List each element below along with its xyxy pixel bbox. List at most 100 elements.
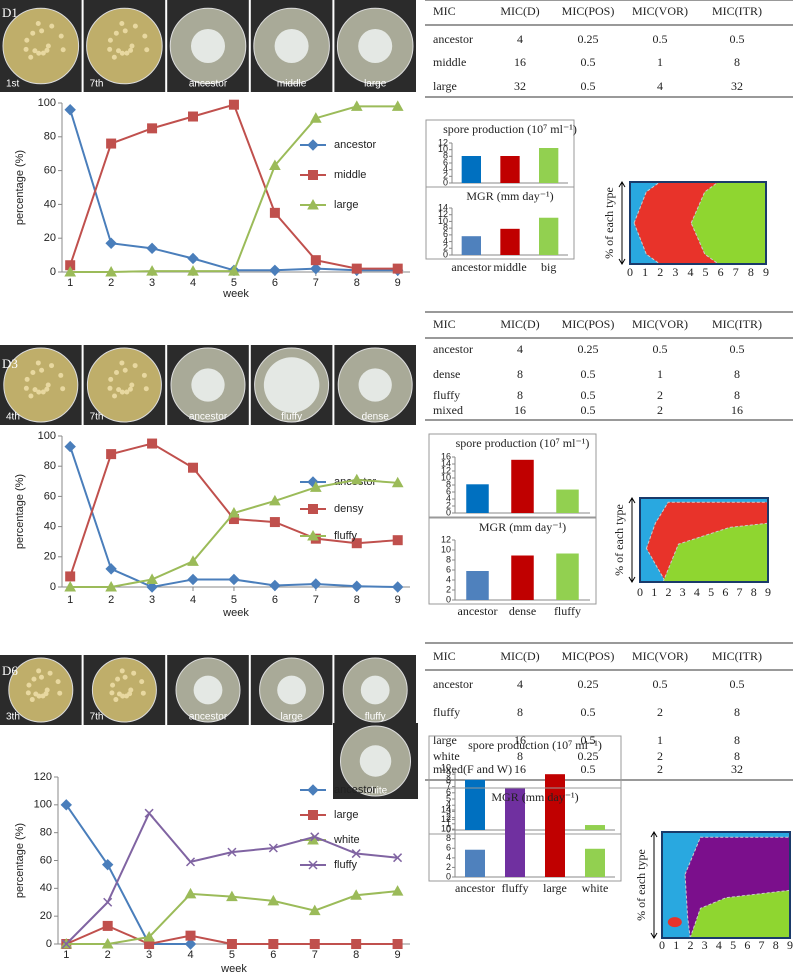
point bbox=[309, 481, 322, 492]
point bbox=[269, 264, 281, 277]
colony bbox=[107, 46, 113, 52]
colony bbox=[140, 690, 146, 696]
colony bbox=[139, 679, 145, 685]
photo-label: white bbox=[363, 786, 388, 797]
point bbox=[64, 440, 76, 453]
muller-tick-label: 7 bbox=[759, 938, 765, 952]
colony bbox=[129, 382, 135, 388]
colony bbox=[26, 682, 32, 688]
y-tick-label: 120 bbox=[34, 771, 52, 783]
x-tick-label: 5 bbox=[231, 594, 237, 606]
colony bbox=[124, 50, 130, 56]
colony bbox=[40, 389, 46, 395]
colony bbox=[58, 372, 64, 378]
point bbox=[185, 857, 196, 867]
colony bbox=[358, 368, 392, 402]
muller-tick-label: 2 bbox=[657, 265, 663, 279]
muller-region bbox=[690, 181, 767, 265]
chart-frame bbox=[428, 517, 597, 605]
table-cell: mixed(F and W) bbox=[433, 762, 512, 776]
colony bbox=[144, 47, 150, 53]
x-tick-label: 5 bbox=[231, 277, 237, 289]
muller-tick-label: 7 bbox=[733, 265, 739, 279]
y-tick-label: 2 bbox=[443, 171, 448, 181]
colony bbox=[274, 28, 309, 64]
colony bbox=[122, 28, 128, 34]
y-tick-label: 2 bbox=[446, 584, 451, 594]
point bbox=[146, 242, 158, 255]
x-tick-label: 2 bbox=[108, 594, 114, 606]
table-cell: fluffy bbox=[433, 705, 460, 719]
point bbox=[308, 904, 321, 916]
y-tick-label: 0 bbox=[443, 177, 448, 187]
muller-tick-label: 2 bbox=[687, 938, 693, 952]
table-header: MIC(D) bbox=[500, 317, 539, 331]
table-cell: ancestor bbox=[433, 342, 473, 356]
y-tick-label: 4 bbox=[443, 164, 448, 174]
y-tick-label: 8 bbox=[446, 479, 451, 489]
point bbox=[309, 939, 320, 949]
y-tick-label: 0 bbox=[46, 938, 52, 950]
petri-dish bbox=[86, 7, 163, 85]
table-cell: 8 bbox=[734, 55, 740, 69]
point bbox=[103, 897, 113, 907]
colony bbox=[45, 382, 51, 388]
colony bbox=[39, 674, 45, 680]
petri-dish bbox=[86, 347, 162, 423]
colony bbox=[113, 697, 119, 703]
colony bbox=[115, 676, 121, 682]
colony bbox=[116, 387, 122, 393]
table-cell: dense bbox=[433, 367, 460, 381]
table-cell: 0.5 bbox=[581, 79, 596, 93]
muller-tick-label: 6 bbox=[718, 265, 724, 279]
y-tick-label: 10 bbox=[438, 216, 448, 226]
x-tick-label: 9 bbox=[395, 594, 401, 606]
colony bbox=[45, 43, 51, 49]
table-cell: 2 bbox=[657, 749, 663, 763]
panel-label: D1 bbox=[2, 5, 18, 20]
table-cell: 0.5 bbox=[730, 342, 745, 356]
petri-dish bbox=[2, 7, 80, 85]
x-tick-label: 3 bbox=[146, 949, 152, 961]
colony bbox=[119, 668, 125, 674]
x-tick-label: 7 bbox=[313, 594, 319, 606]
point bbox=[184, 887, 197, 899]
colony bbox=[30, 369, 36, 375]
chart-title: spore production (10⁷ ml⁻¹) bbox=[456, 436, 590, 450]
y-axis-label: percentage (%) bbox=[14, 823, 26, 898]
colony bbox=[113, 30, 119, 36]
colony bbox=[132, 23, 138, 29]
x-tick-label: 1 bbox=[67, 277, 73, 289]
table-cell: 4 bbox=[517, 677, 523, 691]
point bbox=[144, 808, 154, 818]
table-header: MIC(ITR) bbox=[712, 317, 762, 331]
x-tick-label: 1 bbox=[63, 949, 69, 961]
table-cell: 8 bbox=[734, 705, 740, 719]
bar bbox=[505, 821, 525, 877]
colony bbox=[132, 363, 138, 369]
colony bbox=[114, 369, 120, 375]
y-tick-label: 12 bbox=[441, 465, 451, 475]
y-tick-label: 60 bbox=[44, 165, 56, 177]
chart-title: MGR (mm day⁻¹) bbox=[491, 790, 578, 804]
bar bbox=[465, 849, 485, 877]
bar bbox=[505, 788, 525, 830]
series-line bbox=[69, 109, 398, 272]
table-cell: 16 bbox=[514, 55, 526, 69]
table-cell: 8 bbox=[734, 367, 740, 381]
x-tick-label: 9 bbox=[395, 277, 401, 289]
table-cell: 0.5 bbox=[581, 367, 596, 381]
point bbox=[147, 123, 158, 134]
table-cell: 8 bbox=[734, 388, 740, 402]
y-tick-label: 12 bbox=[441, 814, 451, 824]
muller-tick-label: 9 bbox=[765, 585, 771, 599]
muller-frame bbox=[629, 181, 767, 265]
y-tick-label: 14 bbox=[441, 804, 451, 814]
x-tick-label: 7 bbox=[312, 949, 318, 961]
y-tick-label: 10 bbox=[441, 544, 451, 554]
bar bbox=[461, 156, 481, 183]
point bbox=[268, 843, 278, 853]
point bbox=[392, 263, 403, 274]
y-tick-label: 6 bbox=[446, 564, 451, 574]
colony bbox=[107, 37, 113, 43]
